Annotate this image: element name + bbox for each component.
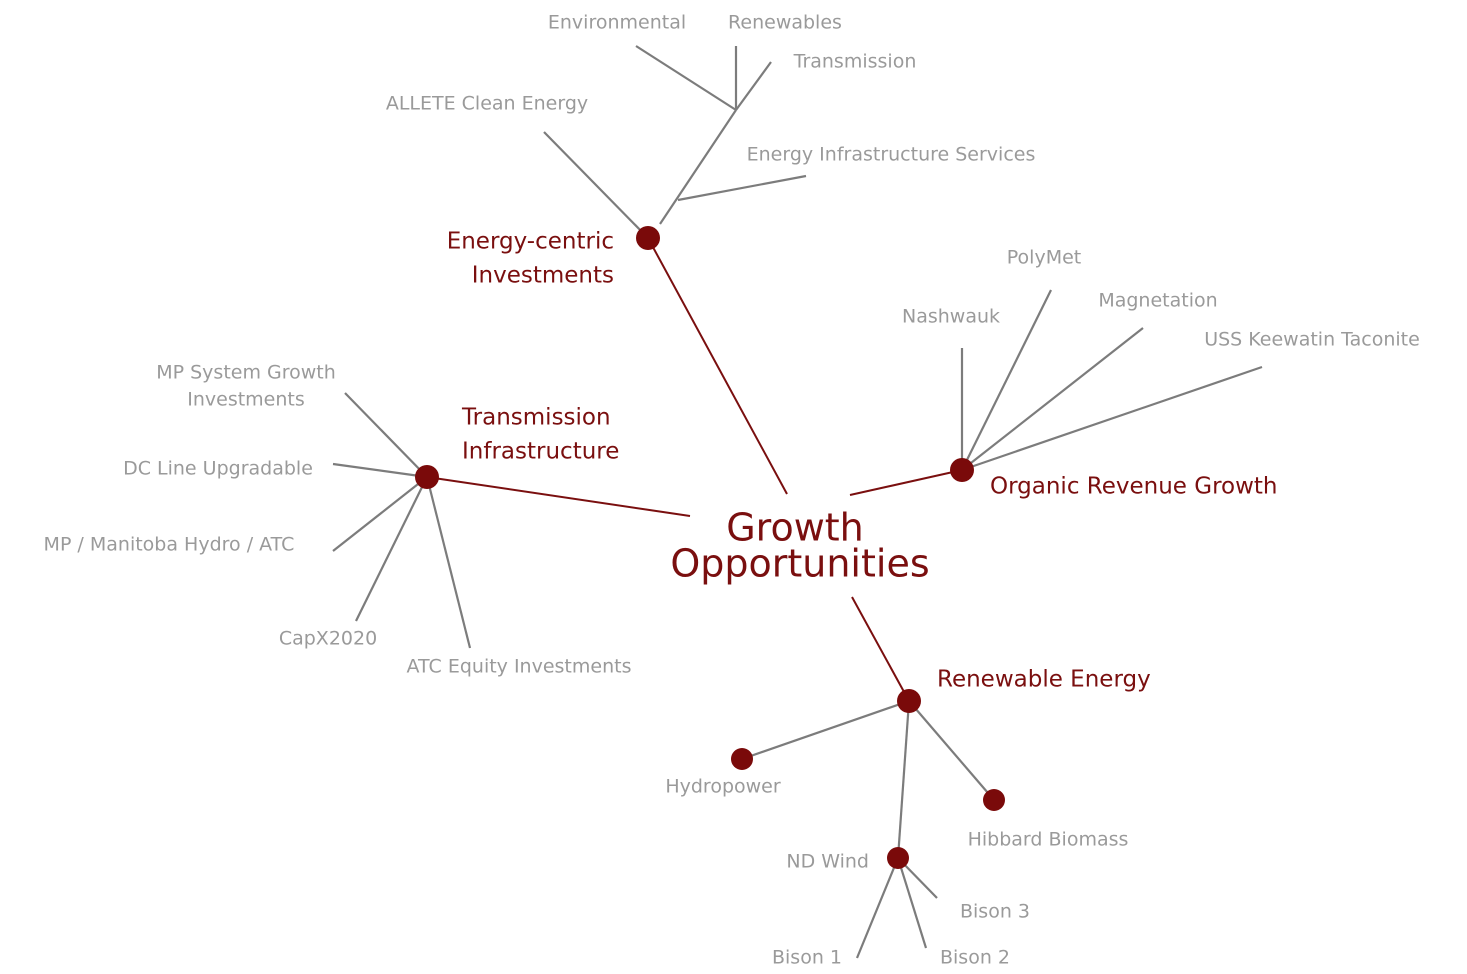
connector [849, 469, 963, 496]
center-label: Growth [726, 506, 864, 550]
node-dot [887, 847, 909, 869]
leaf-label: Bison 2 [940, 947, 1010, 969]
connector [961, 327, 1144, 471]
nodes [415, 226, 1005, 869]
leaf-label: Transmission [793, 51, 917, 73]
leaf-label: ATC Equity Investments [407, 656, 632, 678]
leaf-label: Nashwauk [902, 306, 1000, 328]
node-dot [731, 748, 753, 770]
connector [896, 700, 911, 859]
node-dot [897, 689, 921, 713]
connector [961, 365, 1263, 472]
connector [961, 289, 1052, 471]
leaf-label: DC Line Upgradable [123, 458, 313, 480]
branch-label: Infrastructure [462, 439, 619, 465]
leaf-label: MP System Growth [156, 362, 336, 384]
leaf-label: MP / Manitoba Hydro / ATC [44, 534, 295, 556]
center-label: Opportunities [670, 542, 929, 586]
connector [659, 109, 737, 225]
branch-label: Renewable Energy [937, 667, 1151, 693]
leaf-label: Bison 1 [772, 947, 842, 969]
connector [344, 392, 428, 478]
connector [908, 700, 995, 801]
leaf-label: CapX2020 [279, 628, 377, 650]
leaf-label: ALLETE Clean Energy [386, 93, 588, 115]
leaf-label: Magnetation [1098, 290, 1217, 312]
connector [635, 45, 737, 111]
leaf-label: Energy Infrastructure Services [747, 144, 1036, 166]
node-dot [950, 458, 974, 482]
branch-label: Organic Revenue Growth [990, 474, 1278, 500]
node-dot [636, 226, 660, 250]
node-dot [415, 465, 439, 489]
connector [425, 476, 472, 649]
leaf-label: PolyMet [1007, 247, 1081, 269]
leaf-label: USS Keewatin Taconite [1204, 329, 1420, 351]
leaf-label: Hibbard Biomass [968, 829, 1129, 851]
leaf-label: Investments [187, 389, 305, 411]
connector [426, 476, 691, 517]
connector [332, 476, 428, 552]
main-connectors [426, 237, 963, 702]
sub-connectors [332, 45, 1263, 959]
leaf-label: Environmental [548, 12, 686, 34]
branch-label: Investments [472, 263, 614, 289]
leaf-label: Renewables [728, 12, 842, 34]
connector [735, 61, 772, 111]
connector [355, 476, 428, 622]
connector [896, 857, 928, 949]
connector [543, 131, 649, 239]
leaf-label: Bison 3 [960, 901, 1030, 923]
connector [741, 699, 910, 761]
leaf-label: Hydropower [665, 776, 781, 798]
connector [851, 596, 910, 702]
connector [332, 462, 428, 479]
branch-label: Transmission [461, 405, 611, 431]
leaf-label: ND Wind [786, 851, 869, 873]
connector [677, 174, 807, 202]
branch-label: Energy-centric [447, 229, 614, 255]
node-dot [983, 789, 1005, 811]
connector [647, 237, 788, 495]
connector [855, 857, 900, 959]
